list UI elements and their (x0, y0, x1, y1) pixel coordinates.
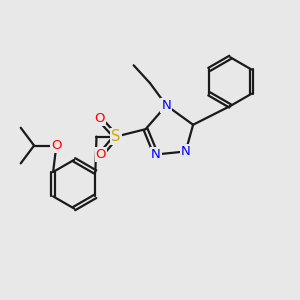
Text: O: O (51, 139, 62, 152)
Text: O: O (96, 148, 106, 161)
Text: N: N (181, 145, 190, 158)
Text: O: O (94, 112, 105, 125)
Text: S: S (111, 129, 121, 144)
Text: N: N (161, 99, 171, 112)
Text: N: N (151, 148, 161, 161)
